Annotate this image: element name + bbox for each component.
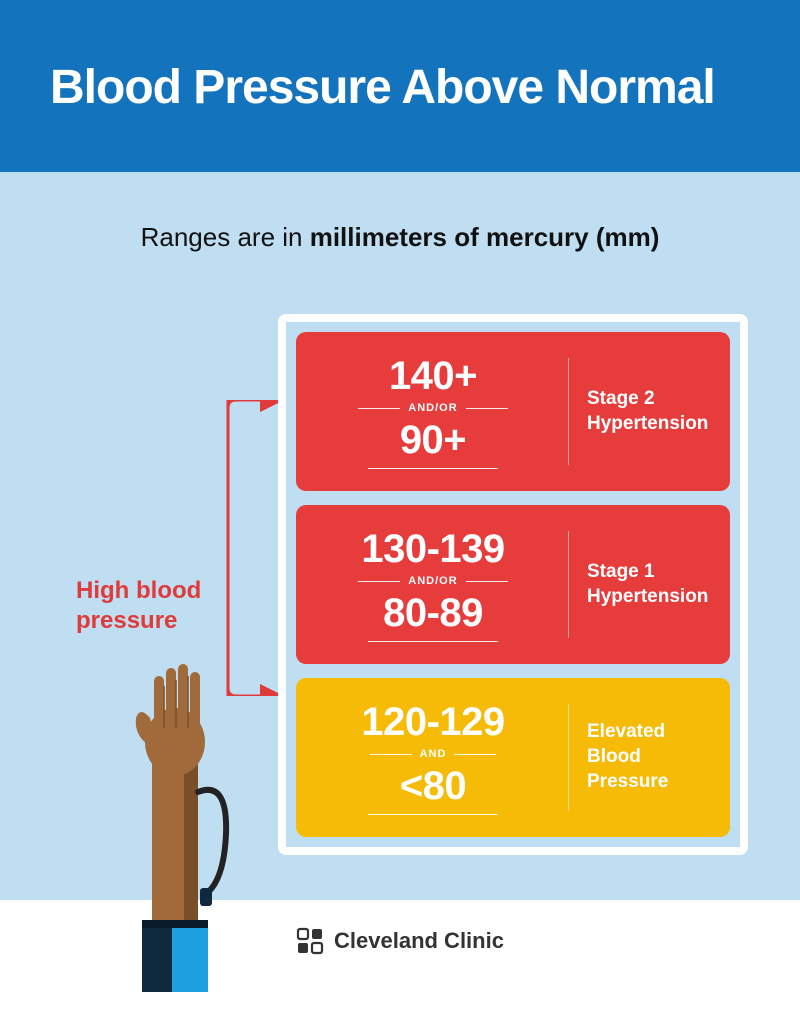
subtitle: Ranges are in millimeters of mercury (mm…	[0, 222, 800, 253]
card-stage2-conj: AND/OR	[316, 402, 550, 414]
label-line: Hypertension	[587, 585, 710, 610]
label-line: Blood	[587, 745, 710, 770]
card-stage1: 130-139 AND/OR 80-89 Stage 1 Hypertensio…	[296, 505, 730, 664]
underline	[368, 814, 498, 815]
page-title: Blood Pressure Above Normal	[50, 60, 750, 115]
high-blood-pressure-label: High blood pressure	[76, 576, 201, 636]
header-bar: Blood Pressure Above Normal	[0, 0, 800, 172]
card-elevated-conj: AND	[316, 748, 550, 760]
card-stage1-label: Stage 1 Hypertension	[587, 560, 710, 609]
card-elevated-bot: <80	[316, 764, 550, 808]
divider	[568, 531, 569, 638]
label-line: Pressure	[587, 770, 710, 795]
card-stage2: 140+ AND/OR 90+ Stage 2 Hypertension	[296, 332, 730, 491]
arm-with-cuff-icon	[106, 662, 266, 1022]
card-stage1-bot: 80-89	[316, 591, 550, 635]
underline	[368, 641, 498, 642]
card-stage1-numbers: 130-139 AND/OR 80-89	[316, 527, 550, 642]
card-stage2-top: 140+	[316, 354, 550, 398]
infographic-frame: Blood Pressure Above Normal Ranges are i…	[0, 0, 800, 982]
connector-arrows	[222, 400, 286, 696]
brand-logo-icon	[296, 927, 324, 955]
label-line: Stage 1	[587, 560, 710, 585]
cards-container: 140+ AND/OR 90+ Stage 2 Hypertension 130…	[278, 314, 748, 855]
divider	[568, 358, 569, 465]
card-stage2-bot: 90+	[316, 418, 550, 462]
card-stage1-conj: AND/OR	[316, 575, 550, 587]
card-stage2-numbers: 140+ AND/OR 90+	[316, 354, 550, 469]
card-elevated: 120-129 AND <80 Elevated Blood Pressure	[296, 678, 730, 837]
label-line: Stage 2	[587, 387, 710, 412]
card-stage2-label: Stage 2 Hypertension	[587, 387, 710, 436]
card-elevated-numbers: 120-129 AND <80	[316, 700, 550, 815]
brand-name: Cleveland Clinic	[334, 928, 504, 954]
label-line: Elevated	[587, 720, 710, 745]
label-line: Hypertension	[587, 412, 710, 437]
underline	[368, 468, 498, 469]
subtitle-bold: millimeters of mercury (mm)	[310, 222, 660, 252]
card-elevated-top: 120-129	[316, 700, 550, 744]
card-elevated-label: Elevated Blood Pressure	[587, 720, 710, 794]
card-stage1-top: 130-139	[316, 527, 550, 571]
hbp-line2: pressure	[76, 606, 201, 636]
subtitle-prefix: Ranges are in	[141, 222, 310, 252]
hbp-line1: High blood	[76, 576, 201, 606]
body-area: Ranges are in millimeters of mercury (mm…	[0, 172, 800, 900]
divider	[568, 704, 569, 811]
